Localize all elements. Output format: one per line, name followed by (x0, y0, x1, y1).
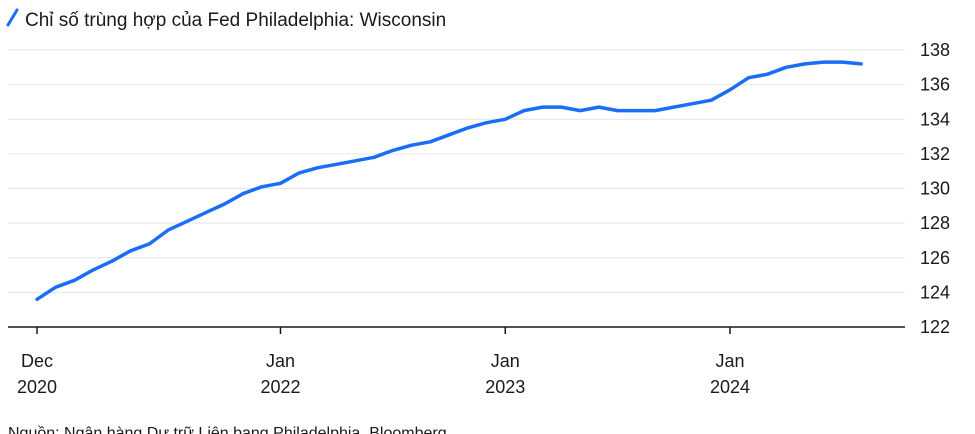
legend: Chỉ số trùng hợp của Fed Philadelphia: W… (6, 8, 446, 31)
y-tick-label-7: 136 (920, 75, 950, 95)
series-layer (35, 60, 863, 302)
source-note: Nguồn: Ngân hàng Dự trữ Liên bang Philad… (8, 425, 447, 434)
x-axis-ticks: Dec 2020 Jan 2022 Jan 2023 Jan 2024 (17, 327, 750, 397)
y-tick-label-4: 130 (920, 179, 950, 199)
legend-label: Chỉ số trùng hợp của Fed Philadelphia: W… (25, 10, 446, 31)
legend-swatch (6, 8, 19, 27)
x-tick-year-3: 2024 (710, 377, 750, 397)
x-tick-label-2: Jan (491, 351, 520, 371)
x-tick-label-0: Dec (21, 351, 53, 371)
y-axis-ticks: 122 124 126 128 130 132 134 136 138 (920, 40, 950, 337)
y-tick-label-2: 126 (920, 248, 950, 268)
y-tick-label-6: 134 (920, 109, 950, 129)
x-tick-year-1: 2022 (260, 377, 300, 397)
y-tick-label-5: 132 (920, 144, 950, 164)
y-tick-label-0: 122 (920, 317, 950, 337)
x-tick-label-1: Jan (266, 351, 295, 371)
series-line-0 (35, 60, 863, 302)
y-tick-label-1: 124 (920, 282, 950, 302)
x-tick-year-2: 2023 (485, 377, 525, 397)
x-tick-label-3: Jan (715, 351, 744, 371)
gridlines (8, 49, 905, 293)
y-tick-label-8: 138 (920, 40, 950, 60)
x-tick-year-0: 2020 (17, 377, 57, 397)
y-tick-label-3: 128 (920, 213, 950, 233)
